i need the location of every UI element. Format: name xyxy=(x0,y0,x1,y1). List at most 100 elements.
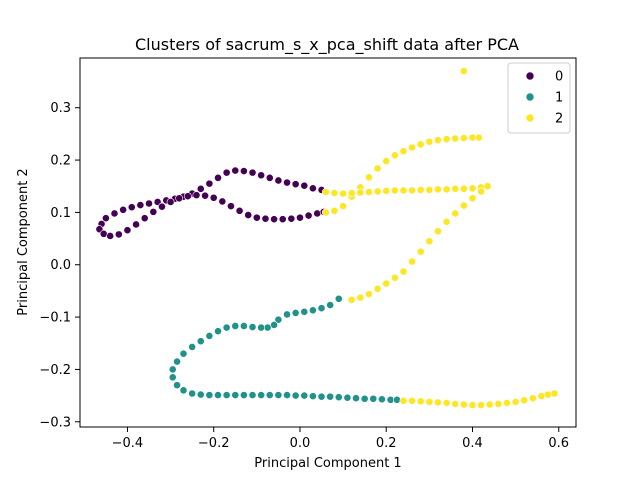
data-point xyxy=(416,140,425,149)
data-point xyxy=(261,214,270,223)
data-point xyxy=(477,187,486,196)
data-point xyxy=(257,171,266,180)
y-tick-label: 0.2 xyxy=(50,154,71,169)
data-point xyxy=(425,137,434,146)
data-point xyxy=(326,392,335,401)
data-point xyxy=(330,206,339,215)
data-point xyxy=(468,194,477,203)
data-point xyxy=(313,209,322,218)
data-point xyxy=(373,187,382,196)
data-point xyxy=(101,214,110,223)
data-point xyxy=(408,143,416,152)
data-point xyxy=(334,294,343,303)
data-point xyxy=(390,151,399,160)
data-point xyxy=(390,273,399,282)
data-point xyxy=(218,197,227,206)
data-point xyxy=(408,257,416,266)
data-point xyxy=(317,392,326,401)
data-point xyxy=(179,349,188,358)
data-point xyxy=(123,226,132,235)
data-point xyxy=(308,306,317,315)
data-point xyxy=(214,327,222,336)
data-point xyxy=(265,173,274,182)
data-point xyxy=(296,213,304,222)
data-point xyxy=(416,247,425,256)
y-axis: −0.3 −0.2 −0.1 0.0 0.1 0.2 0.3 xyxy=(39,101,80,430)
data-point xyxy=(528,394,537,403)
data-point xyxy=(373,284,382,293)
data-point xyxy=(283,310,291,319)
data-point xyxy=(248,391,257,399)
data-point xyxy=(257,323,266,332)
data-point xyxy=(209,193,218,202)
data-point xyxy=(321,208,330,217)
legend-box xyxy=(507,62,571,134)
data-point xyxy=(442,185,451,194)
data-point xyxy=(451,400,460,408)
data-point xyxy=(343,393,352,402)
data-point xyxy=(308,184,317,193)
data-point xyxy=(205,179,214,188)
data-point xyxy=(408,396,416,405)
data-point xyxy=(442,399,451,407)
legend-label: 0 xyxy=(555,70,563,85)
data-point xyxy=(390,186,399,195)
data-point xyxy=(425,397,434,406)
data-point xyxy=(231,166,240,175)
data-point xyxy=(257,391,266,399)
data-point xyxy=(365,188,373,196)
data-point xyxy=(356,188,365,197)
data-point xyxy=(373,164,382,173)
data-point xyxy=(326,301,335,309)
data-point xyxy=(459,67,468,75)
data-point xyxy=(434,398,442,407)
data-point xyxy=(304,211,313,220)
x-tick-label: 0.2 xyxy=(376,436,397,451)
data-point xyxy=(231,391,240,399)
data-point xyxy=(399,147,408,156)
data-point xyxy=(347,295,356,304)
data-point xyxy=(300,307,309,316)
data-point xyxy=(291,180,300,189)
data-point xyxy=(222,168,231,177)
data-point xyxy=(459,134,468,142)
data-point xyxy=(550,389,559,398)
data-point xyxy=(300,181,309,190)
legend-marker xyxy=(525,71,535,81)
data-point xyxy=(416,397,425,406)
plot-frame xyxy=(79,57,577,428)
data-point xyxy=(468,133,477,142)
data-point xyxy=(188,343,197,351)
data-point xyxy=(196,184,205,193)
data-point xyxy=(196,390,205,399)
data-point xyxy=(173,357,181,366)
y-tick-label: 0.3 xyxy=(50,101,71,116)
data-point xyxy=(382,279,391,288)
data-point xyxy=(360,394,369,403)
legend: 0 1 2 xyxy=(507,62,571,134)
data-point xyxy=(196,337,205,346)
data-point xyxy=(425,185,434,194)
data-point xyxy=(287,214,296,223)
data-point xyxy=(386,395,395,404)
legend-marker xyxy=(525,113,535,123)
data-point xyxy=(399,396,408,405)
data-point xyxy=(378,395,386,404)
data-point xyxy=(347,189,356,197)
data-point xyxy=(278,215,287,224)
data-point xyxy=(399,186,408,195)
data-point xyxy=(399,267,408,276)
y-tick-label: −0.1 xyxy=(39,311,71,326)
data-point xyxy=(451,184,460,193)
data-point xyxy=(511,397,520,406)
data-point xyxy=(494,400,503,408)
data-point xyxy=(119,205,128,214)
data-point xyxy=(291,391,300,400)
y-tick-label: 0.0 xyxy=(50,258,71,273)
data-point xyxy=(263,323,272,332)
data-point xyxy=(468,401,477,409)
data-point xyxy=(451,134,460,143)
data-point xyxy=(520,396,529,405)
data-point xyxy=(173,381,181,390)
data-point xyxy=(451,209,460,218)
